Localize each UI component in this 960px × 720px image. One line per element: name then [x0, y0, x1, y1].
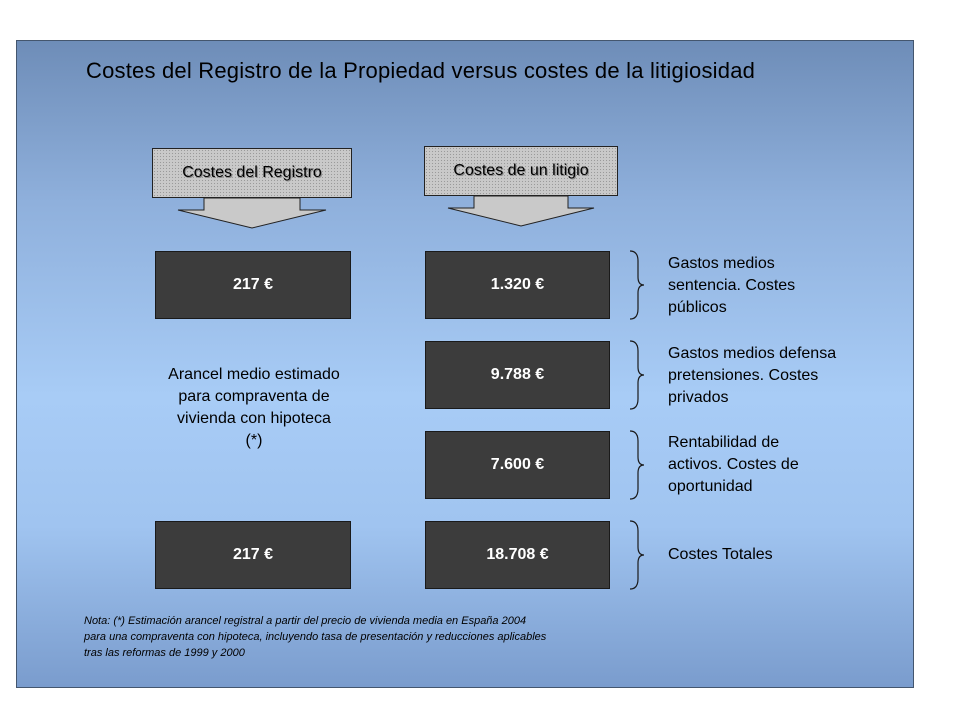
- description-line: Gastos medios defensa: [668, 345, 837, 362]
- litigio-header-arrow: Costes de un litigio: [424, 146, 618, 228]
- litigio-description-public: Gastos medios sentencia. Costes públicos: [668, 253, 795, 319]
- description-line: Costes Totales: [668, 546, 773, 563]
- litigio-cost-box-opportunity: 7.600 €: [425, 431, 610, 499]
- description-line: Gastos medios: [668, 255, 775, 272]
- litigio-description-private: Gastos medios defensa pretensiones. Cost…: [668, 343, 836, 409]
- registro-cost-box: 217 €: [155, 251, 351, 319]
- page-title: Costes del Registro de la Propiedad vers…: [86, 58, 756, 83]
- footnote-line: para una compraventa con hipoteca, inclu…: [84, 631, 547, 643]
- description-line: Rentabilidad de: [668, 434, 780, 451]
- litigio-description-total: Costes Totales: [668, 544, 773, 566]
- litigio-description-opportunity: Rentabilidad de activos. Costes de oport…: [668, 432, 799, 498]
- description-line: privados: [668, 389, 729, 406]
- description-line: pretensiones. Costes: [668, 367, 819, 384]
- registro-cost-value: 217 €: [232, 276, 274, 293]
- litigio-cost-value: 1.320 €: [490, 276, 545, 293]
- right-brace-icon: [629, 250, 645, 320]
- litigio-total-value: 18.708 €: [486, 546, 549, 563]
- footnote: Nota: (*) Estimación arancel registral a…: [84, 613, 546, 661]
- description-line: activos. Costes de: [668, 456, 799, 473]
- litigio-header-label: Costes de un litigio: [424, 146, 618, 196]
- litigio-cost-box-public: 1.320 €: [425, 251, 610, 319]
- footnote-line: Nota: (*) Estimación arancel registral a…: [84, 615, 527, 627]
- description-line: públicos: [668, 299, 727, 316]
- footnote-line: tras las reformas de 1999 y 2000: [84, 647, 245, 659]
- registro-total-value: 217 €: [232, 546, 274, 563]
- registro-total-box: 217 €: [155, 521, 351, 589]
- registro-description: Arancel medio estimado para compraventa …: [168, 366, 340, 449]
- litigio-cost-value: 7.600 €: [490, 456, 545, 473]
- registro-header-label: Costes del Registro: [152, 148, 352, 198]
- down-arrow-icon: [177, 197, 327, 229]
- down-arrow-icon: [447, 195, 595, 227]
- description-line: sentencia. Costes: [668, 277, 796, 294]
- registro-header-arrow: Costes del Registro: [152, 148, 352, 230]
- right-brace-icon: [629, 430, 645, 500]
- litigio-cost-box-private: 9.788 €: [425, 341, 610, 409]
- litigio-total-box: 18.708 €: [425, 521, 610, 589]
- litigio-cost-value: 9.788 €: [490, 366, 545, 383]
- description-line: oportunidad: [668, 478, 753, 495]
- right-brace-icon: [629, 520, 645, 590]
- right-brace-icon: [629, 340, 645, 410]
